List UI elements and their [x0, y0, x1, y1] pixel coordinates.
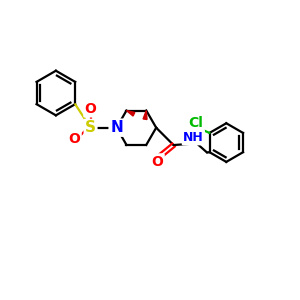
Text: N: N — [110, 120, 123, 135]
Polygon shape — [143, 110, 147, 119]
Text: N: N — [110, 120, 123, 135]
Text: O: O — [152, 154, 164, 169]
Text: O: O — [68, 132, 80, 146]
Polygon shape — [127, 110, 135, 116]
Text: S: S — [85, 120, 96, 135]
Text: Cl: Cl — [188, 116, 203, 130]
Text: NH: NH — [183, 131, 204, 144]
Text: O: O — [85, 102, 97, 116]
